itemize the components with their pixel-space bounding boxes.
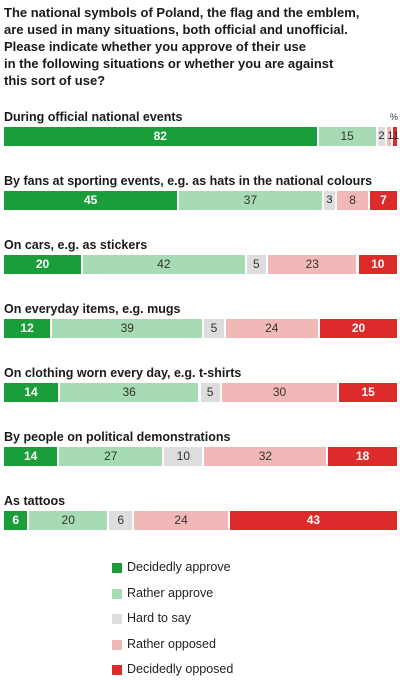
- bar-value-label: 6: [117, 513, 125, 527]
- bar-segment: [4, 511, 28, 530]
- row-label: By fans at sporting events, e.g. as hats…: [4, 174, 373, 188]
- bar-value-label: 30: [272, 385, 287, 399]
- bar-value-label: 15: [361, 385, 375, 399]
- row-label: On cars, e.g. as stickers: [4, 238, 148, 252]
- bar-segment: [134, 511, 228, 530]
- bar-segment: [328, 447, 397, 466]
- bar-value-label: 2: [378, 130, 385, 142]
- bar-value-label: 37: [243, 193, 258, 207]
- legend-swatch: [112, 588, 122, 599]
- bar-segment: [4, 447, 58, 466]
- legend-swatch: [112, 665, 122, 675]
- bar-value-label: 12: [20, 321, 34, 335]
- bar-segment: [267, 255, 357, 274]
- bar-segment: [204, 447, 327, 466]
- bar-value-label: 14: [24, 385, 38, 399]
- row-label: On everyday items, e.g. mugs: [4, 302, 181, 316]
- bar-segment: [59, 383, 199, 402]
- bar-segment: [246, 255, 266, 274]
- bar-value-label: 36: [122, 385, 136, 399]
- bar-value-label: 10: [176, 449, 191, 463]
- bar-value-label: 5: [252, 257, 260, 271]
- bar-value-label: 7: [380, 193, 387, 207]
- bar-segment: [358, 255, 397, 274]
- legend-swatch: [112, 563, 122, 573]
- legend-swatch: [112, 614, 122, 624]
- legend-swatch: [112, 639, 122, 650]
- bar-segment: [200, 383, 220, 402]
- bar-value-label: 1: [387, 130, 394, 142]
- bar-segment: [393, 127, 397, 146]
- bar-segment: [323, 191, 336, 210]
- row-label: As tattoos: [4, 494, 66, 508]
- bar-segment: [318, 127, 376, 146]
- row-label: By people on political demonstrations: [4, 430, 231, 444]
- bar-segment: [4, 127, 317, 146]
- bar-value-label: 43: [306, 513, 321, 527]
- bar-segment: [164, 447, 203, 466]
- bar-segment: [29, 511, 108, 530]
- legend-label: Decidedly approve: [127, 560, 231, 574]
- chart-title: The national symbols of Poland, the flag…: [4, 5, 360, 88]
- bar-value-label: 39: [120, 321, 134, 335]
- bar-segment: [4, 383, 58, 402]
- bar-segment: [4, 191, 178, 210]
- row-label: During official national events: [4, 110, 183, 124]
- bar-value-label: 8: [349, 193, 356, 207]
- bar-value-label: 24: [265, 321, 279, 335]
- bar-value-label: 82: [153, 129, 167, 143]
- bar-value-label: 32: [258, 449, 273, 463]
- bar-segment: [339, 383, 397, 402]
- bar-value-label: 6: [12, 513, 19, 527]
- bar-segment: [4, 319, 51, 338]
- bar-segment: [59, 447, 163, 466]
- bar-segment: [221, 383, 338, 402]
- bar-value-label: 23: [305, 257, 319, 271]
- bar-segment: [83, 255, 245, 274]
- bar-value-label: 14: [24, 449, 38, 463]
- legend-label: Rather approve: [127, 585, 214, 600]
- bar-value-label: 1: [393, 130, 400, 142]
- bar-segment: [52, 319, 203, 338]
- bar-segment: [337, 191, 369, 210]
- bar-value-label: 27: [104, 449, 118, 463]
- bar-value-label: 10: [371, 257, 385, 271]
- bar-value-label: 5: [206, 385, 214, 399]
- legend-label: Rather opposed: [127, 636, 216, 651]
- bar-segment: [109, 511, 133, 530]
- bar-value-label: 45: [83, 193, 98, 207]
- legend-label: Hard to say: [127, 611, 191, 625]
- bar-value-label: 42: [157, 257, 171, 271]
- bar-value-label: 20: [61, 513, 75, 527]
- row-label: On clothing worn every day, e.g. t-shirt…: [4, 366, 242, 380]
- bar-segment: [179, 191, 322, 210]
- bar-value-label: 20: [35, 257, 50, 271]
- bar-segment: [4, 255, 81, 274]
- bar-value-label: 24: [174, 513, 188, 527]
- bar-value-label: 20: [351, 321, 366, 335]
- legend-label: Decidedly opposed: [127, 662, 234, 676]
- bar-segment: [387, 127, 392, 146]
- bar-segment: [370, 191, 397, 210]
- bar-value-label: 5: [210, 321, 218, 335]
- bar-segment: [377, 127, 386, 146]
- bar-segment: [320, 319, 397, 338]
- bar-segment: [229, 511, 397, 530]
- unit-label: %: [390, 112, 399, 122]
- bar-segment: [204, 319, 224, 338]
- bar-segment: [225, 319, 318, 338]
- bar-value-label: 18: [356, 449, 370, 463]
- bar-value-label: 3: [326, 194, 333, 206]
- bar-value-label: 15: [340, 129, 354, 143]
